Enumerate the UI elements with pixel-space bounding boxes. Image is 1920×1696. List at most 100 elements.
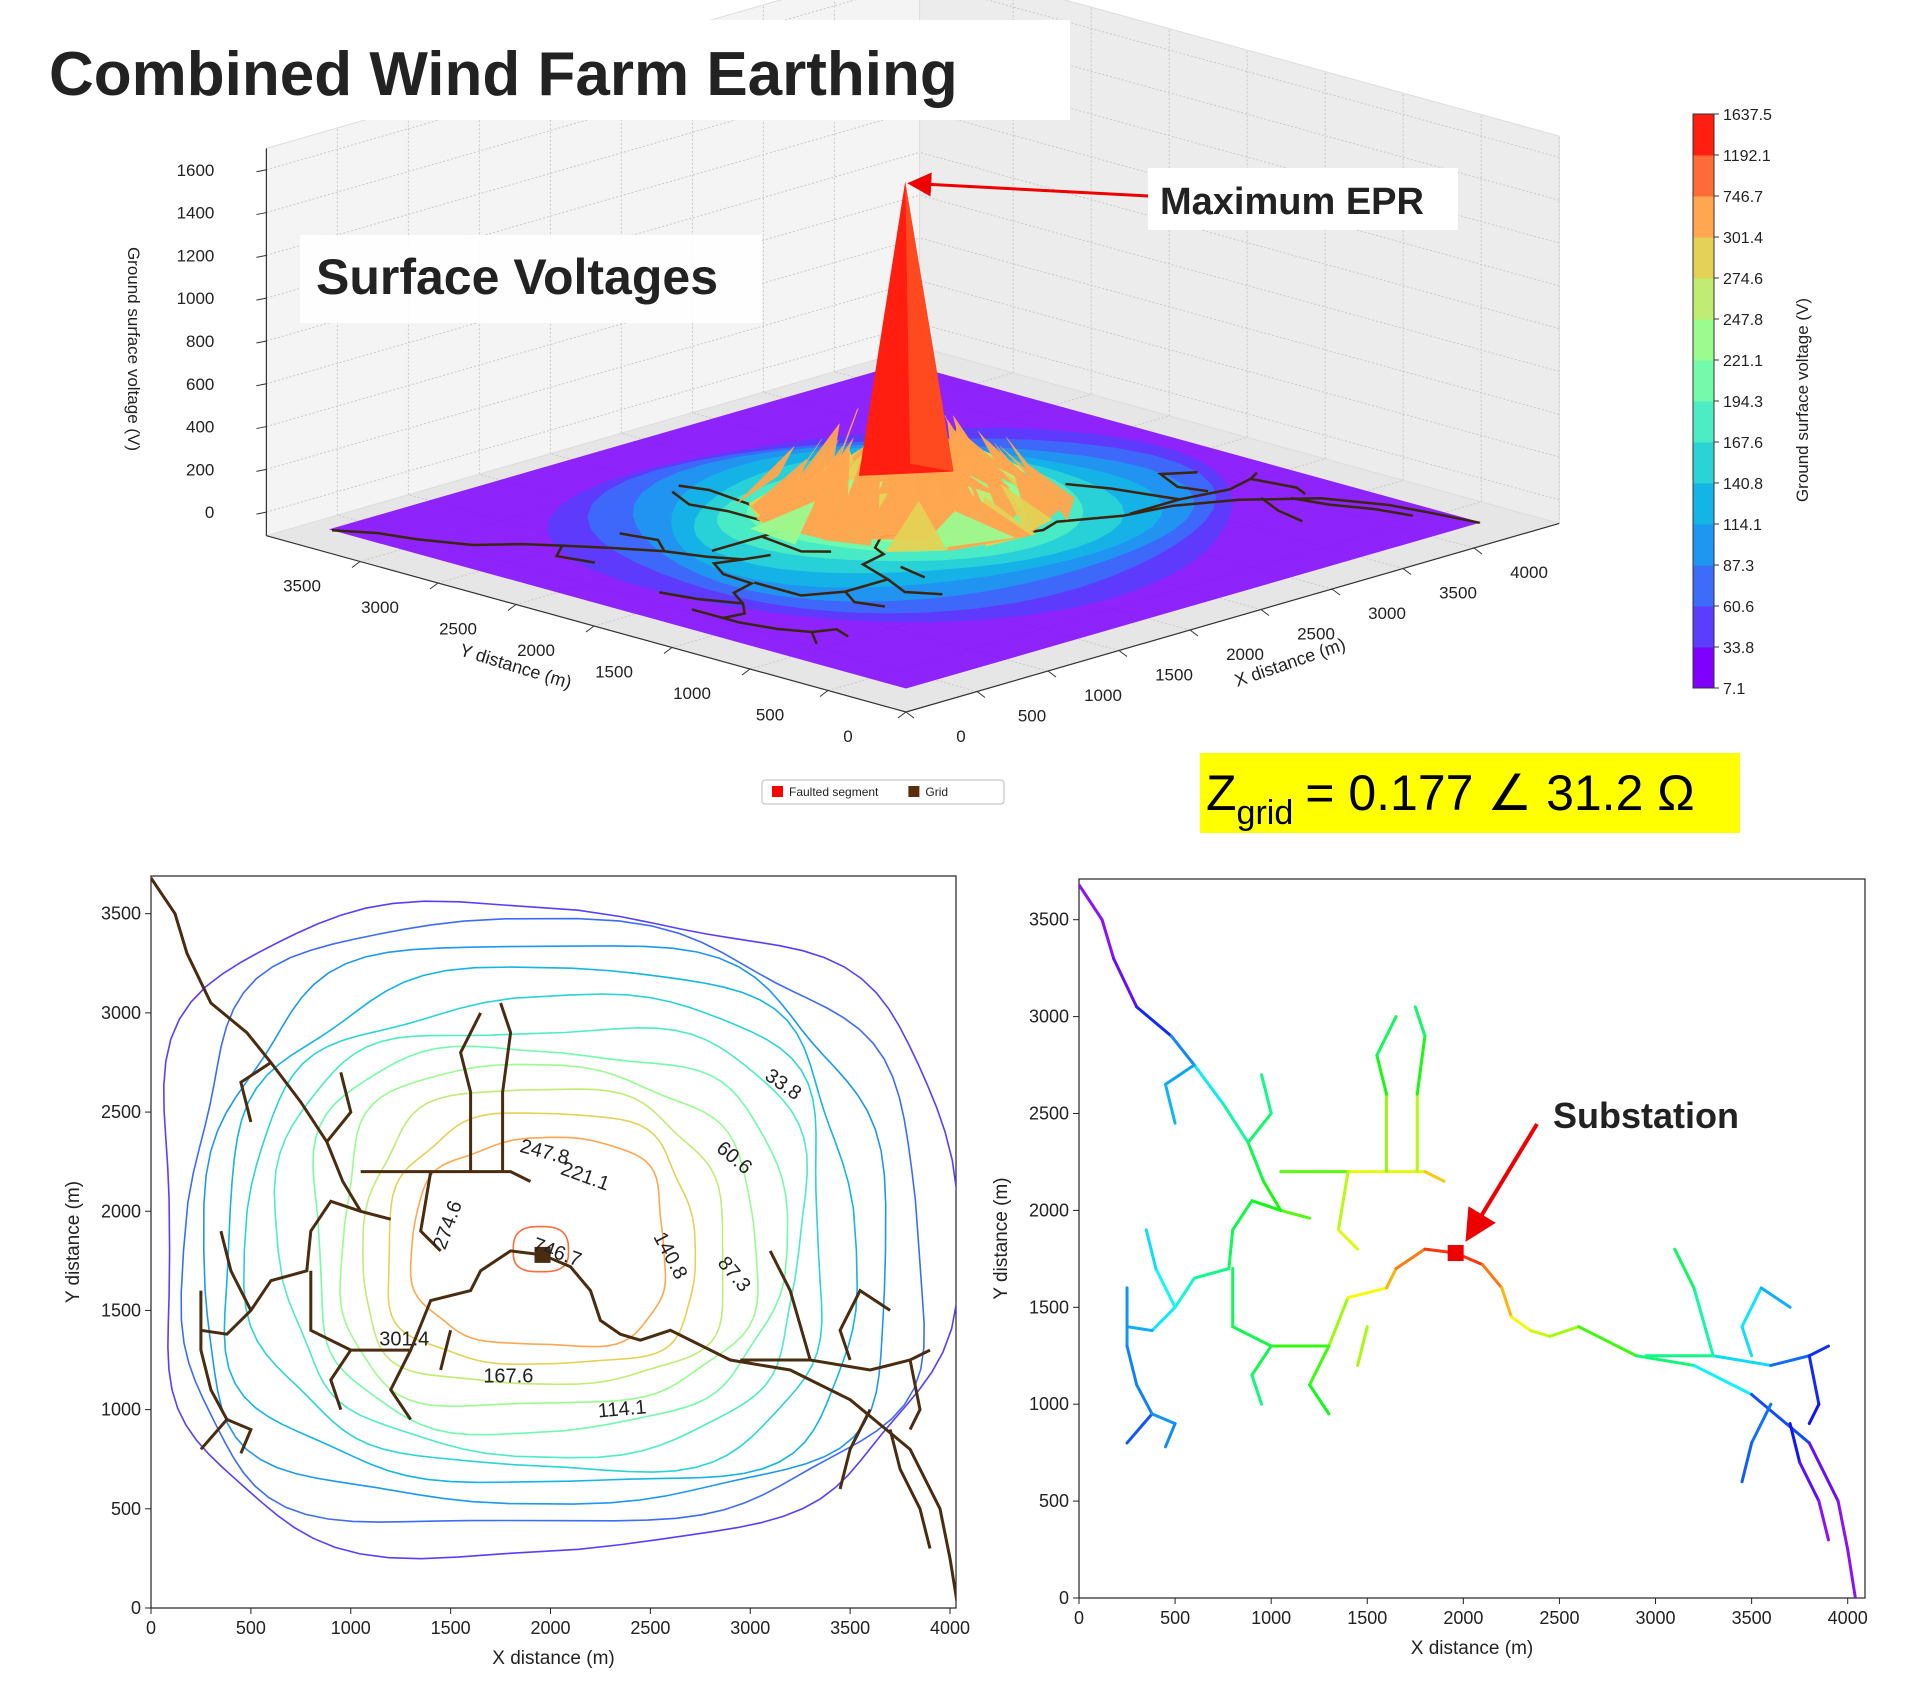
colorbar-tick-label: 221.1: [1723, 353, 1763, 370]
y-tick-label: 3000: [101, 1003, 141, 1023]
colorbar-tick-label: 167.6: [1723, 435, 1763, 452]
colorbar-segment: [1693, 114, 1714, 156]
x-tick-label: 0: [956, 727, 965, 746]
contour-line: [202, 945, 887, 1505]
grid-line: [986, 0, 1560, 158]
impedance-symbol: Z: [1206, 765, 1237, 821]
y-tick-label: 500: [111, 1499, 141, 1519]
tick-mark: [256, 169, 267, 173]
colorbar-tick-label: 60.6: [1723, 599, 1754, 616]
tick-mark: [351, 561, 361, 568]
colorbar-segment: [1693, 565, 1714, 607]
grid-conductor: [1163, 1082, 1177, 1125]
grid-line: [919, 323, 1560, 501]
grid-line: [266, 0, 857, 171]
x-tick-label: 3000: [1368, 604, 1406, 623]
grid-conductor: [900, 565, 926, 579]
surface-peak-side: [905, 181, 954, 472]
colorbar-tick-label: 1637.5: [1723, 107, 1772, 124]
network-plot: 0 500 1000 1500 2000 2500 3000 3500 4000 0 500 1000…: [991, 878, 1868, 1659]
grid-conductor: [1231, 1199, 1254, 1232]
grid-conductor: [1509, 1315, 1533, 1333]
contour-line: [409, 1136, 667, 1348]
grid-line: [919, 280, 1560, 458]
grid-conductor: [1807, 1354, 1821, 1406]
grid-conductor: [1308, 1383, 1331, 1416]
x-tick-label: 2000: [1443, 1608, 1483, 1628]
impedance-subscript: grid: [1236, 794, 1294, 832]
grid-conductor: [419, 1171, 442, 1252]
grid-line: [266, 280, 920, 470]
grid-conductor: [1173, 1276, 1196, 1309]
subtitle-background: [300, 235, 762, 323]
grid-conductor: [1692, 1363, 1754, 1397]
surface-facet: [1000, 483, 1053, 533]
grid-conductor: [1750, 1393, 1811, 1445]
colorbar-segment: [1693, 360, 1714, 402]
grid-conductor: [1788, 1422, 1802, 1464]
grid-conductor: [659, 591, 744, 605]
x-tick-label: 3000: [1636, 1608, 1676, 1628]
grid-conductor: [1327, 1296, 1350, 1348]
colorbar-label: Ground surface voltage (V): [1793, 298, 1812, 502]
contour-line: [242, 993, 823, 1473]
colorbar-segment: [1693, 606, 1714, 648]
grid-line: [919, 109, 1560, 287]
grid-conductor: [768, 1250, 812, 1361]
grid-conductor: [1711, 1354, 1773, 1367]
x-tick-label: 3500: [1732, 1608, 1772, 1628]
substation-marker: [1447, 1245, 1464, 1262]
annotation-arrow: [1465, 1122, 1539, 1242]
annotation: Substation: [1553, 1095, 1739, 1136]
y-tick-label: 2500: [101, 1102, 141, 1122]
y-tick-label: 2000: [1029, 1200, 1069, 1220]
contour-line: [387, 1112, 697, 1365]
colorbar-tick-label: 1192.1: [1723, 148, 1771, 165]
grid-line: [266, 194, 920, 385]
grid-conductor: [1250, 1199, 1283, 1212]
annotation: Maximum EPR: [1160, 181, 1424, 223]
grid-conductor: [619, 532, 666, 552]
colorbar-tick-label: 746.7: [1723, 189, 1763, 206]
colorbar-tick-label: 114.1: [1723, 517, 1762, 534]
x-tick-label: 2000: [530, 1618, 570, 1638]
y-tick-label: 1000: [101, 1400, 141, 1420]
grid-conductor: [1750, 1402, 1773, 1445]
grid-conductor: [1125, 1412, 1154, 1445]
grid-conductor: [439, 1329, 453, 1371]
contour-line: [361, 1088, 724, 1386]
grid-conductor: [1156, 471, 1209, 493]
grid-conductor: [740, 1348, 931, 1372]
z-tick-label: 1600: [177, 161, 215, 180]
y-tick-label: 1500: [101, 1300, 141, 1320]
grid-conductor: [1356, 1325, 1369, 1367]
tick-mark: [585, 625, 595, 633]
grid-conductor: [1375, 1015, 1398, 1057]
x-tick-label: 1500: [431, 1618, 471, 1638]
grid-conductor: [1100, 918, 1116, 960]
colorbar-tick-label: 33.8: [1723, 640, 1754, 657]
grid-conductor: [1250, 477, 1306, 495]
colorbar-segment: [1693, 237, 1714, 279]
surface-facet: [750, 501, 816, 545]
grid-conductor: [388, 1349, 413, 1421]
contour-line: [162, 900, 956, 1560]
x-tick-label: 500: [236, 1618, 266, 1638]
x-tick-label: 4000: [930, 1618, 970, 1638]
tick-mark: [256, 212, 267, 216]
surface-plot: 0500100015002000250030003500400005001000…: [177, 0, 1562, 746]
grid-conductor: [554, 545, 596, 564]
colorbar-segment: [1693, 483, 1714, 525]
legend-frame: [761, 779, 1005, 805]
grid-conductor: [1125, 1344, 1139, 1387]
grid-conductor: [1740, 1441, 1754, 1484]
grid-conductor: [1817, 1499, 1830, 1542]
grid-conductor: [1500, 1286, 1513, 1319]
tick-mark: [256, 426, 267, 430]
grid-conductor: [309, 1249, 543, 1352]
y-tick-label: 0: [843, 727, 852, 746]
grid-conductor: [1740, 1286, 1763, 1329]
legend-label: Grid: [925, 785, 948, 799]
grid-conductor: [1769, 1354, 1811, 1367]
tick-mark: [256, 383, 267, 387]
